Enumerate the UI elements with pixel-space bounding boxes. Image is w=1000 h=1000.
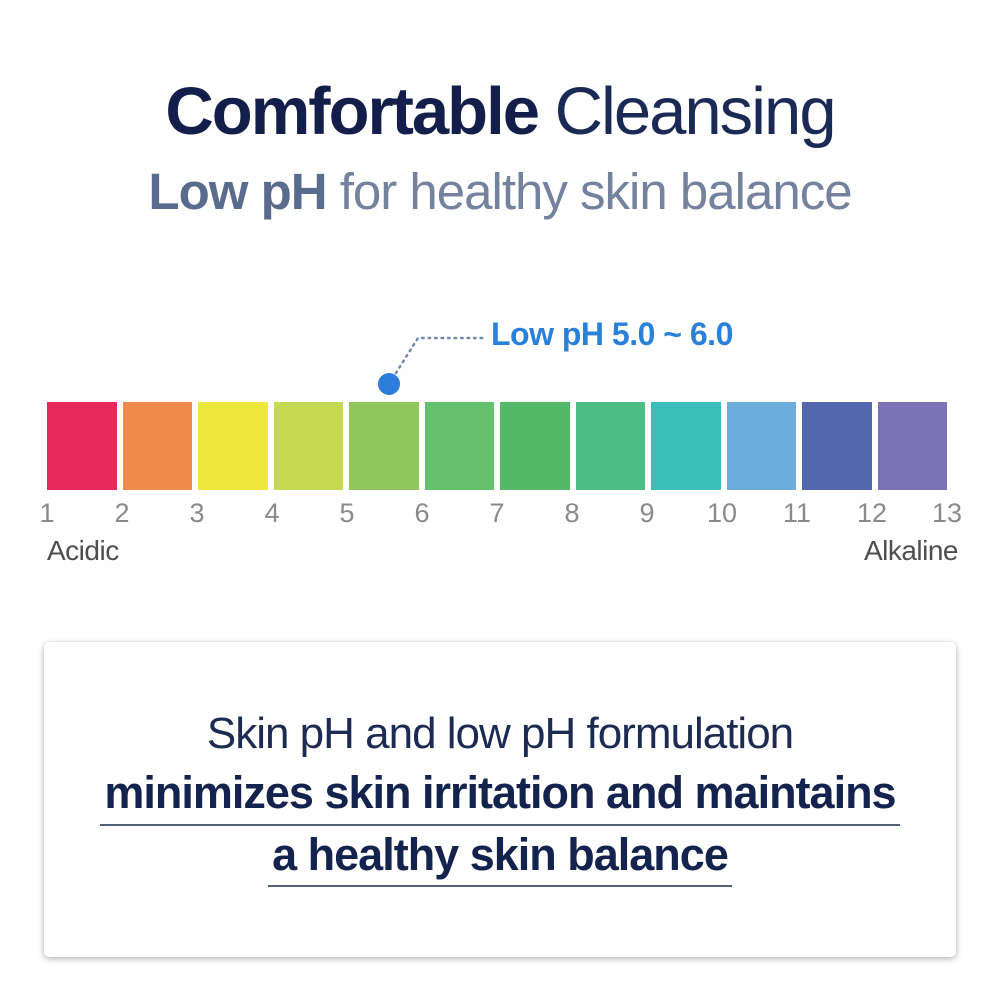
info-line-2-underlined: minimizes skin irritation and maintains — [100, 768, 900, 826]
ph-tick-label: 8 — [564, 498, 580, 528]
ph-segment — [349, 402, 419, 490]
info-line-3: a healthy skin balance — [44, 830, 956, 888]
info-box: Skin pH and low pH formulation minimizes… — [44, 642, 956, 957]
ph-segment — [424, 402, 494, 490]
ph-tick-label: 7 — [489, 498, 505, 528]
ph-tick-label: 4 — [264, 498, 280, 528]
callout-label: Low pH 5.0 ~ 6.0 — [491, 316, 733, 352]
header: Comfortable Cleansing Low pH for healthy… — [0, 77, 1000, 217]
ph-tick-label: 5 — [339, 498, 355, 528]
subtitle-rest: for healthy skin balance — [339, 163, 853, 221]
title-rest: Cleansing — [554, 74, 837, 149]
callout-connector — [378, 336, 489, 395]
acidic-label: Acidic — [47, 535, 119, 566]
ph-segment — [198, 402, 268, 490]
info-line-2: minimizes skin irritation and maintains — [44, 768, 956, 826]
alkaline-label: Alkaline — [863, 535, 959, 566]
info-line-1: Skin pH and low pH formulation — [206, 709, 794, 758]
ph-tick-label: 3 — [189, 498, 205, 528]
ph-tick-label: 2 — [114, 498, 130, 528]
ph-tick-row: 1 2 3 4 5 6 7 8 9 10 11 12 13 — [39, 498, 962, 528]
info-line-3-underlined: a healthy skin balance — [268, 830, 732, 888]
subtitle-emphasis: Low pH — [148, 163, 327, 221]
ph-segment — [651, 402, 721, 490]
title-emphasis: Comfortable — [165, 74, 540, 149]
ph-scale-bar — [47, 402, 947, 490]
ph-segment — [500, 402, 570, 490]
ph-tick-label: 9 — [639, 498, 655, 528]
ph-segment — [726, 402, 796, 490]
ph-end-labels: Acidic Alkaline — [47, 535, 959, 567]
ph-tick-label: 13 — [931, 498, 963, 528]
ph-segment — [273, 402, 343, 490]
page-subtitle: Low pH for healthy skin balance — [0, 166, 1000, 217]
ph-tick-label: 12 — [856, 498, 888, 528]
callout-dotted-line — [387, 336, 489, 386]
ph-tick-label: 6 — [414, 498, 430, 528]
ph-segment — [47, 402, 117, 490]
ph-tick-label: 1 — [39, 498, 55, 528]
ph-segment — [575, 402, 645, 490]
callout-marker-dot — [378, 373, 400, 395]
ph-segment — [877, 402, 947, 490]
ph-segment — [122, 402, 192, 490]
ph-tick-label: 10 — [706, 498, 738, 528]
ph-tick-label: 11 — [782, 498, 812, 528]
page-title: Comfortable Cleansing — [0, 77, 1000, 146]
ph-segment — [802, 402, 872, 490]
